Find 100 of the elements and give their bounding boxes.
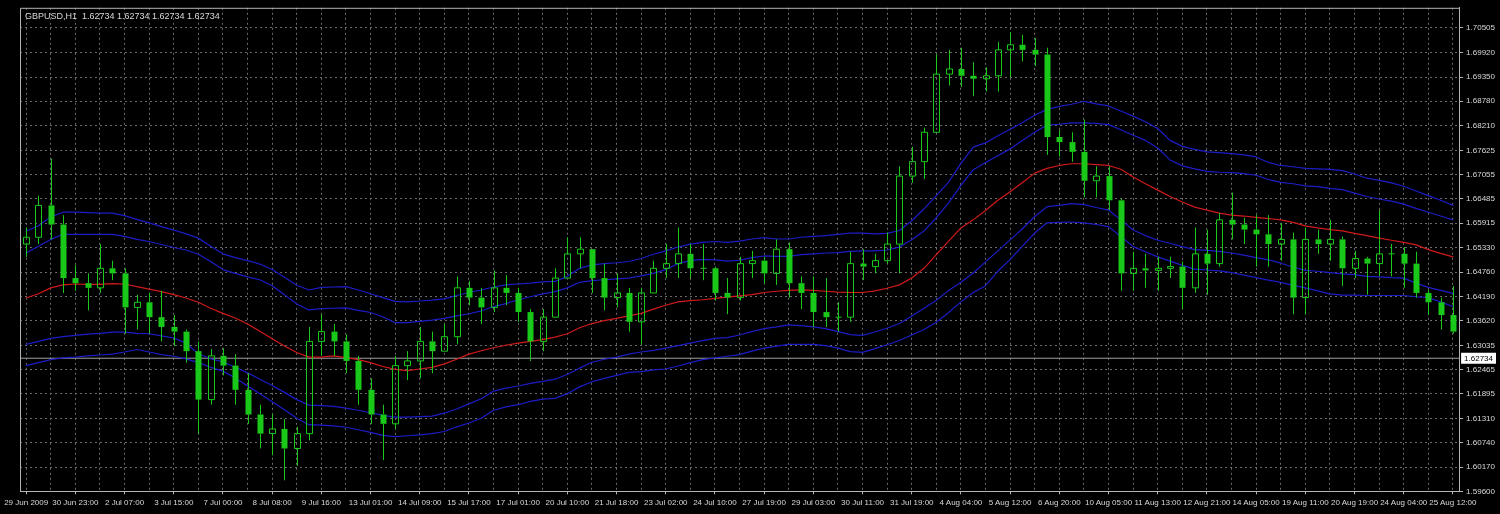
y-tick-label: 1.60740 xyxy=(1466,438,1496,448)
candlestick xyxy=(417,326,424,379)
candlestick xyxy=(1106,165,1113,211)
y-tick-label: 1.68210 xyxy=(1466,120,1496,130)
candlestick xyxy=(60,214,67,294)
y-tick-label: 1.70505 xyxy=(1466,23,1496,33)
candlestick xyxy=(257,404,264,449)
candlestick xyxy=(1352,250,1359,279)
candlestick xyxy=(577,236,584,269)
x-tick-label: 23 Jul 02:00 xyxy=(643,498,689,508)
ref-line-label: 1.62734 xyxy=(1464,353,1494,363)
candlestick xyxy=(749,250,756,279)
candlestick xyxy=(1019,34,1026,62)
candlestick xyxy=(1376,209,1383,277)
candlestick xyxy=(773,238,780,286)
candlestick xyxy=(1388,243,1395,277)
candlestick xyxy=(1007,31,1014,78)
y-tick-label: 1.62465 xyxy=(1466,364,1496,374)
candlestick xyxy=(208,348,215,406)
candlestick xyxy=(564,236,571,279)
candlestick xyxy=(1032,37,1039,67)
candlestick xyxy=(232,353,239,406)
y-tick-label: 1.64190 xyxy=(1466,291,1496,301)
candlestick xyxy=(245,372,252,425)
candlestick xyxy=(1093,165,1100,198)
candlestick xyxy=(306,326,313,441)
candlestick xyxy=(1216,212,1223,268)
candlestick xyxy=(429,331,436,374)
candlestick xyxy=(552,267,559,318)
candlestick xyxy=(318,313,325,357)
y-tick-label: 1.61895 xyxy=(1466,389,1496,399)
candlestick xyxy=(638,287,645,345)
x-tick-label: 17 Jul 01:00 xyxy=(496,498,541,508)
candlestick xyxy=(97,243,104,294)
candlestick xyxy=(478,287,485,325)
y-tick-label: 1.61310 xyxy=(1466,413,1496,423)
candlestick xyxy=(269,413,276,456)
candlestick xyxy=(1081,119,1088,198)
x-tick-label: 24 Jul 10:00 xyxy=(693,498,738,508)
candlestick xyxy=(158,290,165,342)
candlestick xyxy=(1130,251,1137,292)
x-tick-label: 9 Jul 16:00 xyxy=(301,498,342,508)
candlestick xyxy=(1401,246,1408,289)
candlestick xyxy=(614,272,621,308)
candlestick xyxy=(1438,297,1445,330)
x-tick-label: 27 Jul 19:00 xyxy=(742,498,787,508)
candlestick xyxy=(1413,251,1420,299)
candlestick xyxy=(294,426,301,467)
candlestick xyxy=(404,350,411,381)
candlestick xyxy=(933,54,940,133)
candlestick xyxy=(1044,47,1051,156)
x-tick-label: 25 Aug 12:00 xyxy=(1429,498,1478,508)
candlestick xyxy=(540,308,547,352)
candlestick xyxy=(1229,192,1236,240)
x-tick-label: 20 Jul 10:00 xyxy=(545,498,590,508)
candlestick xyxy=(896,165,903,274)
x-tick-label: 13 Jul 01:00 xyxy=(348,498,393,508)
candlestick xyxy=(1290,232,1297,315)
candlestick xyxy=(663,243,670,279)
candlestick xyxy=(995,41,1002,93)
candlestick xyxy=(1265,214,1272,268)
candlestick xyxy=(195,340,202,435)
x-tick-label: 20 Aug 19:00 xyxy=(1330,498,1379,508)
x-tick-label: 7 Jul 00:00 xyxy=(203,498,244,508)
y-tick-label: 1.63035 xyxy=(1466,340,1496,350)
y-tick-label: 1.66485 xyxy=(1466,194,1496,204)
y-tick-label: 1.60170 xyxy=(1466,462,1496,472)
candlestick xyxy=(343,334,350,374)
candlestick xyxy=(109,260,116,281)
candlestick xyxy=(331,323,338,357)
candlestick xyxy=(712,266,719,302)
candlestick xyxy=(134,294,141,330)
candlestick xyxy=(1204,229,1211,296)
chart-title: GBPUSD,H1 1.62734 1.62734 1.62734 1.62734 xyxy=(25,10,220,21)
candlestick xyxy=(146,292,153,335)
x-tick-label: 5 Aug 12:00 xyxy=(988,498,1033,508)
candlestick xyxy=(220,347,227,376)
candlestick xyxy=(983,66,990,93)
candlestick xyxy=(1155,256,1162,292)
x-tick-label: 19 Aug 11:00 xyxy=(1282,498,1330,508)
candlestick xyxy=(1364,256,1371,296)
candlestick xyxy=(921,127,928,180)
candlestick xyxy=(687,243,694,279)
candlestick xyxy=(724,277,731,315)
candlestick xyxy=(860,248,867,281)
x-tick-label: 29 Jun 2009 xyxy=(4,498,49,508)
candlestick xyxy=(1056,129,1063,158)
x-tick-label: 3 Jul 15:00 xyxy=(154,498,194,508)
candlestick xyxy=(1450,285,1457,335)
candlestick xyxy=(515,287,522,323)
candlestick xyxy=(1069,131,1076,163)
x-tick-label: 15 Jul 17:00 xyxy=(447,498,492,508)
candlestick xyxy=(1192,227,1199,294)
candlestick xyxy=(1339,235,1346,287)
candlestick xyxy=(183,328,190,364)
candlestick xyxy=(1167,256,1174,279)
candlestick xyxy=(441,323,448,352)
x-tick-label: 31 Jul 19:00 xyxy=(889,498,935,508)
x-tick-label: 30 Jul 11:00 xyxy=(841,498,885,508)
x-tick-label: 14 Aug 05:00 xyxy=(1232,498,1281,508)
